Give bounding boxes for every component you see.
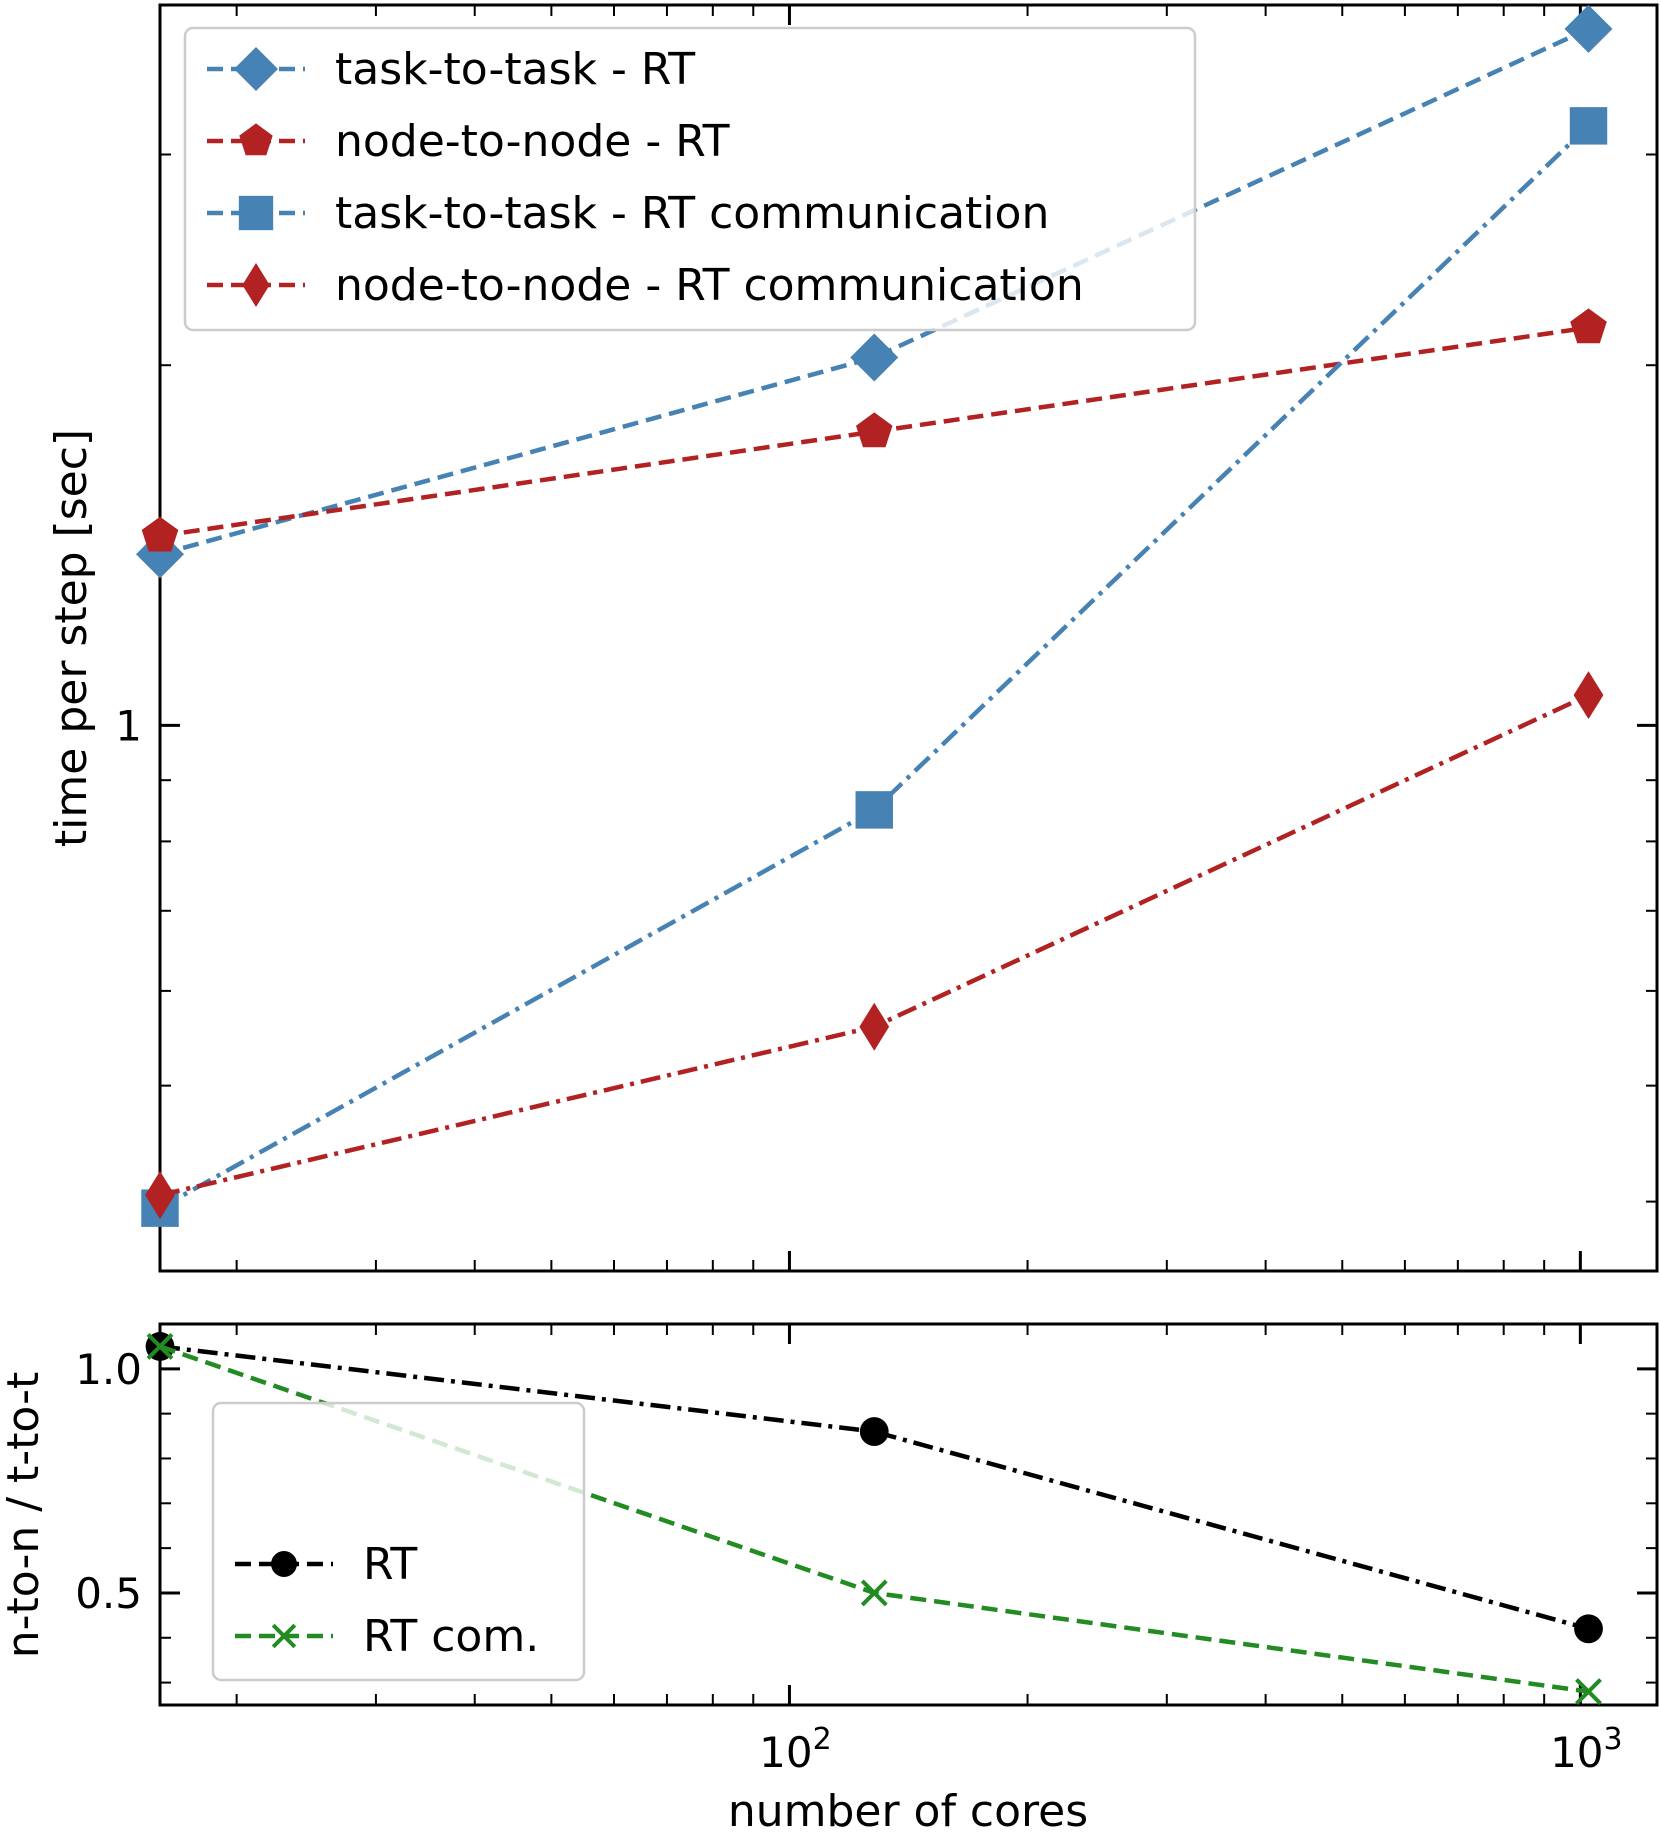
series-line-rt <box>159 1344 1590 1631</box>
legend-label: RT <box>363 1539 417 1590</box>
data-point-task-to-task-rt-1 <box>850 333 899 382</box>
top-y-tick-label: 1 <box>115 701 142 750</box>
series-line-node-to-node-rt-communication <box>159 693 1590 1198</box>
data-point-node-to-node-rt-0 <box>141 516 179 552</box>
legend-swatch-marker <box>234 47 278 91</box>
top-y-axis-label: time per step [sec] <box>46 429 97 847</box>
top-panel: 1 time per step [sec] task-to-task - RT n… <box>46 3 1659 1273</box>
bottom-minor-ticks <box>160 1323 1657 1705</box>
x-tick-label-base: 10 <box>1550 1728 1603 1777</box>
data-point-node-to-node-rt-1 <box>856 412 893 448</box>
data-point-task-to-task-rt-communication-1 <box>855 791 893 829</box>
legend-label: task-to-task - RT communication <box>335 188 1049 239</box>
legend-label: RT com. <box>363 1611 539 1662</box>
series-line-task-to-task-rt <box>159 26 1590 557</box>
bottom-plot-frame <box>158 1322 1659 1707</box>
data-point-task-to-task-rt-2 <box>1564 4 1613 53</box>
top-plot-frame <box>158 3 1659 1273</box>
data-point-node-to-node-rt-communication-0 <box>145 1171 175 1220</box>
x-tick-label: 103 <box>1550 1722 1623 1777</box>
legend-label: task-to-task - RT <box>335 44 695 95</box>
bottom-y-axis-label: n-to-n / t-to-t <box>0 1372 49 1659</box>
data-point-node-to-node-rt-communication-1 <box>859 1002 890 1051</box>
legend-swatch-marker <box>238 195 274 231</box>
data-point-rt-2 <box>1574 1614 1603 1644</box>
x-tick-label-base: 10 <box>759 1728 812 1777</box>
data-point-rt-com-2 <box>1575 1678 1602 1705</box>
data-point-rt-1 <box>859 1417 889 1446</box>
legend-box <box>183 26 1197 332</box>
data-point-node-to-node-rt-2 <box>1570 308 1607 344</box>
legend-swatch-marker <box>239 123 273 156</box>
legend-swatch-marker <box>271 1623 297 1649</box>
data-point-rt-com-1 <box>860 1579 888 1607</box>
legend-label: node-to-node - RT <box>335 116 730 167</box>
top-minor-ticks <box>160 4 1657 1271</box>
top-major-ticks: 1 <box>115 5 1657 1271</box>
top-series <box>136 4 1613 1227</box>
legend-box <box>211 1401 586 1682</box>
data-point-node-to-node-rt-communication-2 <box>1573 671 1604 720</box>
bottom-y-tick-label: 1.0 <box>75 1345 142 1394</box>
bottom-y-tick-label: 0.5 <box>75 1569 142 1618</box>
legend-label: node-to-node - RT communication <box>335 260 1084 311</box>
top-legend: task-to-task - RT node-to-node - RT task-t… <box>183 26 1197 332</box>
data-point-task-to-task-rt-communication-2 <box>1569 107 1608 145</box>
data-point-rt-com-0 <box>146 1332 174 1360</box>
legend-swatch-marker <box>242 263 270 307</box>
x-tick-label-exponent: 3 <box>1604 1722 1623 1757</box>
x-tick-label: 102 <box>759 1722 832 1777</box>
x-tick-label-exponent: 2 <box>813 1722 832 1757</box>
bottom-legend: RT RT com. <box>211 1401 586 1682</box>
legend-swatch-marker <box>271 1551 297 1577</box>
x-axis-label: number of cores <box>728 1786 1088 1837</box>
